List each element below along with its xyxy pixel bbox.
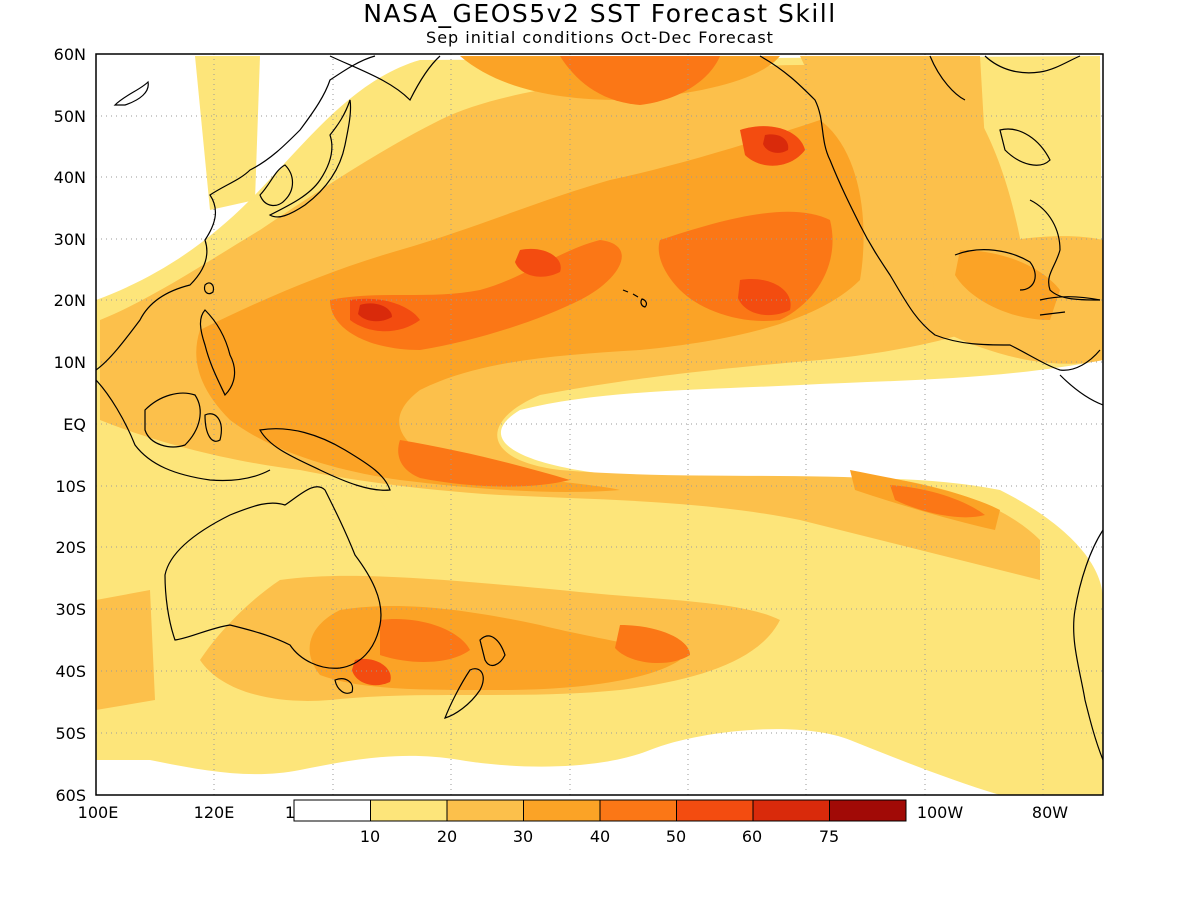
coast-japan: [268, 99, 352, 218]
contour-band-40f: [615, 625, 690, 664]
colorbar-swatch: [293, 799, 371, 822]
contour-band-10b: [96, 473, 400, 640]
coast-kamchatka: [329, 55, 441, 102]
colorbar-swatch: [599, 799, 677, 822]
colorbar-swatch: [676, 799, 754, 822]
lat-label: 50N: [54, 107, 86, 126]
colorbar-swatch: [523, 799, 601, 822]
coast-sakhalin-west: [113, 80, 149, 106]
map-gridlines: [96, 54, 1103, 795]
coast-taiwan: [203, 282, 215, 295]
contour-band-40b: [658, 211, 833, 321]
skill-contours: [96, 56, 1103, 795]
coast-caribbean: [1039, 296, 1101, 316]
contour-band-40c: [560, 56, 720, 105]
colorbar-label: 60: [742, 827, 762, 846]
contour-band-30e: [955, 250, 1060, 320]
coast-east-asia: [96, 55, 376, 371]
coast-new-zealand: [444, 635, 506, 719]
colorbar-label: 75: [819, 827, 839, 846]
lat-label: 20N: [54, 291, 86, 310]
colorbar-swatches: [293, 799, 907, 822]
contour-band-20d: [96, 590, 155, 710]
colorbar: 10 20 30 40 50 60 75: [293, 799, 907, 846]
lat-axis: 60N 50N 40N 30N 20N 10N EQ 10S 20S 30S 4…: [54, 45, 86, 805]
colorbar-labels: 10 20 30 40 50 60 75: [360, 827, 839, 846]
coast-alaska-canada: [929, 55, 1081, 101]
colorbar-swatch: [829, 799, 907, 822]
lat-label: 30S: [55, 600, 86, 619]
map-title: NASA_GEOS5v2 SST Forecast Skill: [363, 0, 837, 28]
coast-us-east: [1029, 199, 1101, 301]
contour-band-40g: [890, 485, 985, 518]
colorbar-swatch: [752, 799, 830, 822]
coast-tasmania: [334, 678, 354, 694]
contour-band-10c: [195, 56, 260, 210]
lat-label: 10S: [55, 477, 86, 496]
contour-band-60a: [358, 303, 392, 322]
contour-band-50c: [738, 279, 791, 316]
contour-band-40d: [398, 440, 570, 487]
lon-label: 100E: [78, 803, 119, 822]
lat-label: EQ: [63, 415, 86, 434]
coast-south-america: [1059, 374, 1103, 761]
contour-band-50e: [352, 658, 391, 686]
coast-north-america-west: [759, 55, 1101, 371]
coast-philippines: [199, 309, 236, 397]
coast-borneo: [144, 392, 201, 448]
lat-label: 40N: [54, 168, 86, 187]
coast-gulf-mexico: [954, 249, 1036, 291]
coast-great-lakes: [999, 128, 1051, 166]
lon-axis: 100E 120E 1 100W 80W: [78, 803, 1069, 822]
coastlines: [96, 55, 1103, 761]
colorbar-swatch: [370, 799, 448, 822]
plot-frame: [95, 53, 1104, 796]
lat-label: 30N: [54, 230, 86, 249]
contour-band-60b: [763, 134, 789, 153]
coast-sulawesi: [204, 413, 222, 442]
coast-new-guinea: [259, 428, 391, 491]
colorbar-label: 30: [513, 827, 533, 846]
lat-label: 20S: [55, 538, 86, 557]
skill-level-60: [358, 134, 789, 322]
colorbar-label: 20: [437, 827, 457, 846]
lat-label: 60S: [55, 786, 86, 805]
skill-level-50: [350, 126, 805, 686]
lon-label: 100W: [917, 803, 964, 822]
coast-sumatra-java: [96, 379, 271, 482]
lon-label: 120E: [194, 803, 235, 822]
contour-band-40e: [380, 619, 470, 662]
lat-label: 50S: [55, 724, 86, 743]
map-subtitle: Sep initial conditions Oct-Dec Forecast: [426, 28, 774, 47]
colorbar-swatch: [446, 799, 524, 822]
lon-label: 80W: [1032, 803, 1068, 822]
lat-label: 60N: [54, 45, 86, 64]
coast-korea: [259, 164, 294, 206]
colorbar-label: 40: [590, 827, 610, 846]
colorbar-label: 50: [666, 827, 686, 846]
colorbar-label: 10: [360, 827, 380, 846]
lat-label: 40S: [55, 662, 86, 681]
contour-band-50d: [515, 248, 561, 277]
lat-label: 10N: [54, 353, 86, 372]
lon-label: 1: [285, 803, 295, 822]
coast-hawaii: [622, 289, 648, 308]
contour-band-20e: [800, 56, 990, 230]
coast-australia: [164, 486, 382, 669]
